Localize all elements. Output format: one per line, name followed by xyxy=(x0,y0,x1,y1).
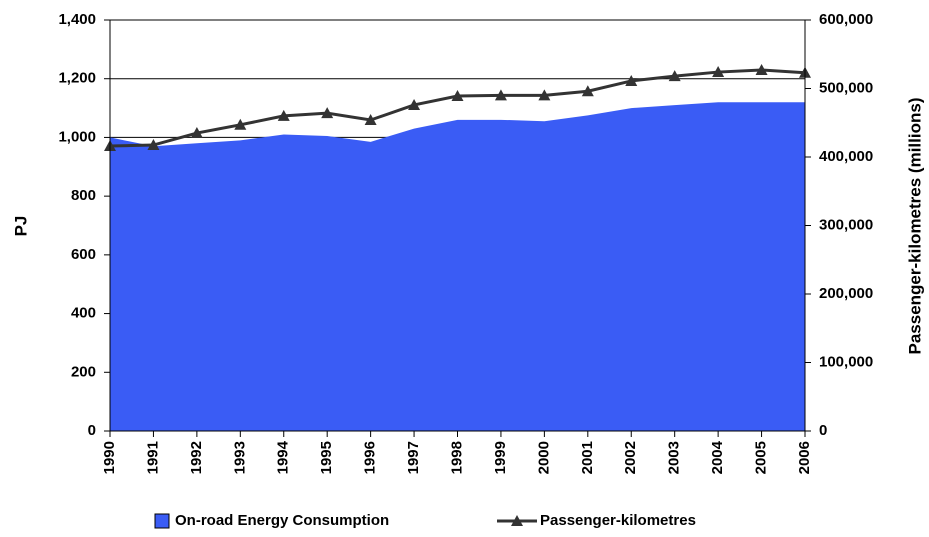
y-tick-label: 800 xyxy=(71,187,96,204)
y-tick-label: 1,000 xyxy=(58,128,96,145)
x-tick-label: 2001 xyxy=(579,441,596,474)
y2-tick-label: 600,000 xyxy=(819,11,873,28)
x-tick-label: 1994 xyxy=(275,440,292,474)
y-tick-label: 200 xyxy=(71,363,96,380)
marker xyxy=(277,109,290,121)
x-tick-label: 2004 xyxy=(709,440,726,474)
y2-tick-label: 200,000 xyxy=(819,285,873,302)
marker xyxy=(712,66,725,78)
x-tick-label: 1991 xyxy=(144,441,161,474)
y-tick-label: 1,200 xyxy=(58,70,96,87)
y-axis-title: PJ xyxy=(11,216,30,237)
x-tick-label: 1996 xyxy=(362,441,379,474)
y-tick-label: 600 xyxy=(71,246,96,263)
legend-label: On-road Energy Consumption xyxy=(175,512,389,529)
marker xyxy=(321,107,334,119)
y-tick-label: 0 xyxy=(88,422,96,439)
marker xyxy=(668,70,681,82)
marker xyxy=(581,85,594,97)
x-tick-label: 1997 xyxy=(405,441,422,474)
marker xyxy=(625,74,638,86)
y2-axis-title: Passenger-kilometres (millions) xyxy=(905,98,924,355)
x-tick-label: 2000 xyxy=(535,441,552,474)
marker xyxy=(234,118,247,130)
x-tick-label: 1993 xyxy=(231,441,248,474)
marker xyxy=(538,89,551,101)
legend-marker xyxy=(511,515,523,526)
x-tick-label: 1992 xyxy=(188,441,205,474)
x-tick-label: 2002 xyxy=(622,441,639,474)
marker xyxy=(190,127,203,139)
marker xyxy=(364,114,377,126)
x-tick-label: 2006 xyxy=(796,441,813,474)
x-tick-label: 2005 xyxy=(753,441,770,474)
y2-tick-label: 0 xyxy=(819,422,827,439)
area xyxy=(110,102,805,431)
x-tick-label: 2003 xyxy=(666,441,683,474)
y2-tick-label: 100,000 xyxy=(819,353,873,370)
x-tick-label: 1999 xyxy=(492,441,509,474)
marker xyxy=(451,90,464,102)
x-tick-label: 1995 xyxy=(318,441,335,474)
marker xyxy=(494,89,507,101)
legend-swatch xyxy=(154,513,170,529)
marker xyxy=(147,139,160,151)
x-tick-label: 1998 xyxy=(448,441,465,474)
marker xyxy=(408,98,421,110)
y2-tick-label: 300,000 xyxy=(819,216,873,233)
y-tick-label: 400 xyxy=(71,305,96,322)
x-tick-label: 1990 xyxy=(101,441,118,474)
legend-label: Passenger-kilometres xyxy=(540,512,696,529)
y-tick-label: 1,400 xyxy=(58,11,96,28)
y2-tick-label: 500,000 xyxy=(819,79,873,96)
marker xyxy=(755,64,768,76)
y2-tick-label: 400,000 xyxy=(819,148,873,165)
